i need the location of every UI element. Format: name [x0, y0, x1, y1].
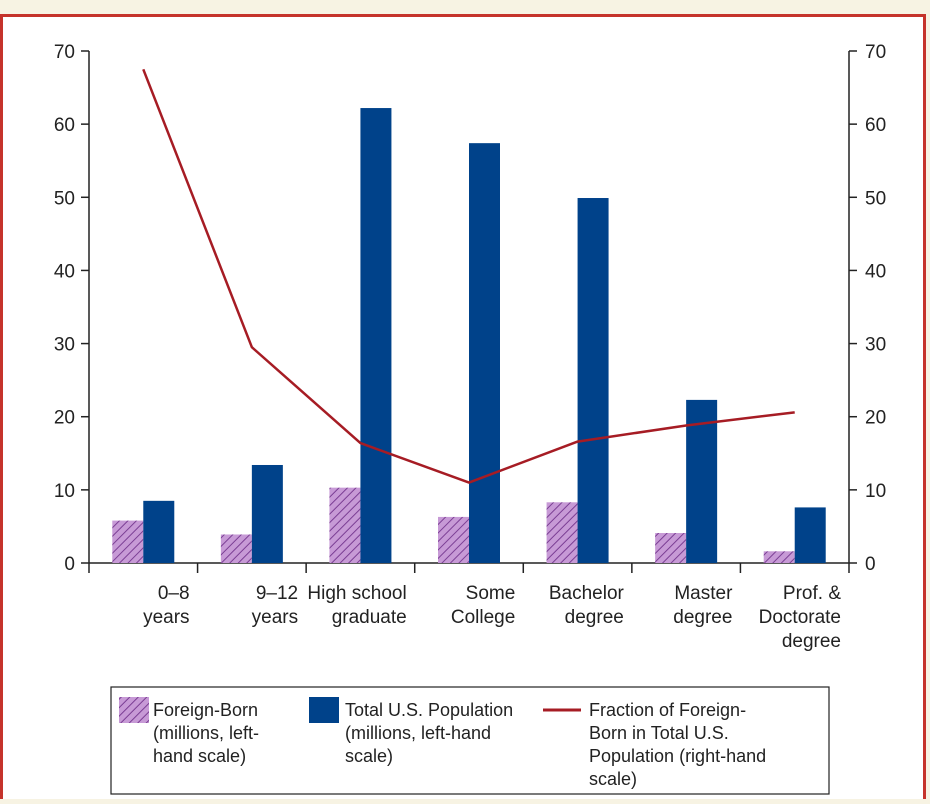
x-category-label: High school	[307, 583, 406, 604]
bar-foreign-born	[329, 488, 360, 563]
y-tick-label-left: 20	[54, 408, 75, 429]
y-tick-label-left: 60	[54, 115, 75, 136]
x-category-label: years	[143, 607, 189, 628]
x-category-label: Bachelor	[549, 583, 625, 604]
legend-label-total: scale)	[345, 746, 393, 766]
x-category-label: graduate	[332, 607, 407, 628]
x-category-label: 0–8	[158, 583, 190, 604]
bar-foreign-born	[655, 533, 686, 563]
y-tick-label-right: 30	[865, 335, 886, 356]
chart-svg: 0 0 10 10 20 20 30 30 40 40 50 50 60 60 70 70 0–8 years 9–…	[3, 17, 923, 799]
y-tick-label-right: 0	[865, 554, 876, 575]
x-category-label: Prof. &	[783, 583, 841, 604]
y-tick-label-right: 60	[865, 115, 886, 136]
bar-total-population	[360, 108, 391, 563]
x-category-label: degree	[565, 607, 624, 628]
legend-label-foreign: hand scale)	[153, 746, 246, 766]
bar-foreign-born	[547, 502, 578, 563]
y-tick-label-left: 0	[64, 554, 75, 575]
y-tick-label-right: 70	[865, 42, 886, 63]
bar-total-population	[795, 507, 826, 563]
x-category-label: years	[252, 607, 298, 628]
y-tick-label-right: 50	[865, 188, 886, 209]
x-category-label: 9–12	[256, 583, 298, 604]
x-category-label: College	[451, 607, 515, 628]
bar-foreign-born	[438, 517, 469, 563]
legend-label-fraction: scale)	[589, 769, 637, 789]
y-tick-label-left: 30	[54, 335, 75, 356]
x-category-label: degree	[782, 631, 841, 652]
y-tick-label-right: 10	[865, 481, 886, 502]
y-tick-label-left: 10	[54, 481, 75, 502]
x-category-label: Master	[674, 583, 733, 604]
bar-total-population	[578, 198, 609, 563]
y-tick-label-right: 40	[865, 261, 886, 282]
legend-label-total: Total U.S. Population	[345, 700, 513, 720]
bar-total-population	[252, 465, 283, 563]
bar-total-population	[143, 501, 174, 563]
bar-foreign-born	[764, 551, 795, 563]
y-tick-label-right: 20	[865, 408, 886, 429]
legend-label-total: (millions, left-hand	[345, 723, 491, 743]
top-strip	[0, 0, 930, 14]
y-tick-label-left: 40	[54, 261, 75, 282]
x-category-label: degree	[673, 607, 732, 628]
legend-label-foreign: (millions, left-	[153, 723, 259, 743]
legend-swatch-foreign	[119, 697, 149, 723]
x-category-label: Doctorate	[759, 607, 841, 628]
y-tick-label-left: 50	[54, 188, 75, 209]
chart-frame: 0 0 10 10 20 20 30 30 40 40 50 50 60 60 70 70 0–8 years 9–…	[0, 14, 926, 799]
legend: Foreign-Born (millions, left-hand scale) T…	[111, 687, 829, 794]
legend-label-fraction: Population (right-hand	[589, 746, 766, 766]
legend-swatch-total	[309, 697, 339, 723]
legend-label-fraction: Born in Total U.S.	[589, 723, 729, 743]
x-category-label: Some	[466, 583, 516, 604]
bar-foreign-born	[221, 534, 252, 563]
bars-layer	[112, 108, 825, 563]
y-tick-label-left: 70	[54, 42, 75, 63]
bar-total-population	[469, 143, 500, 563]
legend-label-fraction: Fraction of Foreign-	[589, 700, 746, 720]
legend-label-foreign: Foreign-Born	[153, 700, 258, 720]
bar-foreign-born	[112, 521, 143, 563]
